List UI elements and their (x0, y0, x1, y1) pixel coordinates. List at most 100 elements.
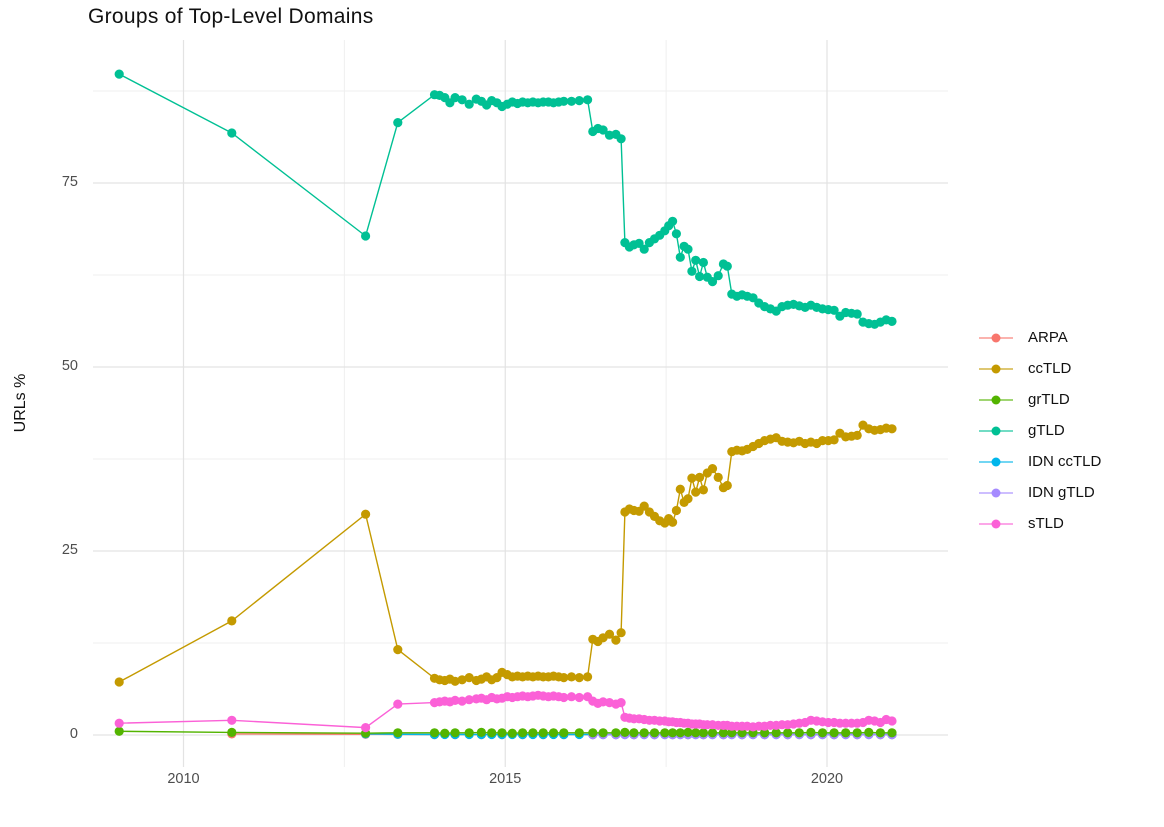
legend-key-icon (979, 519, 1013, 528)
data-point (841, 728, 851, 738)
data-point (698, 257, 709, 268)
data-point (852, 309, 862, 319)
legend-item-idn-cctld: IDN ccTLD (978, 446, 1101, 477)
x-tick-label: 2015 (489, 771, 522, 787)
data-point (671, 505, 682, 516)
data-point (713, 472, 723, 482)
data-point (852, 430, 862, 440)
data-point (675, 728, 685, 738)
y-tick-label: 25 (61, 542, 78, 558)
data-point (566, 672, 577, 682)
data-point (559, 673, 569, 683)
data-point (698, 485, 709, 495)
data-point (507, 728, 517, 738)
legend-key-icon (979, 364, 1013, 373)
data-point (457, 696, 467, 706)
data-point (691, 728, 701, 738)
x-tick-label: 2010 (167, 771, 200, 787)
data-point (227, 616, 237, 626)
data-point (639, 501, 649, 511)
data-point (497, 728, 507, 738)
data-point (114, 718, 124, 728)
data-point (464, 728, 474, 738)
data-point (616, 698, 626, 708)
data-point (737, 728, 747, 738)
data-point (695, 271, 705, 282)
data-point (114, 69, 124, 79)
legend-label: sTLD (1028, 515, 1064, 532)
data-point (574, 96, 584, 106)
data-point (361, 723, 371, 733)
data-point (616, 628, 626, 638)
data-point (114, 726, 124, 736)
data-point (538, 728, 548, 738)
data-point (875, 728, 886, 738)
data-point (574, 692, 584, 703)
data-point (722, 480, 732, 491)
data-point (675, 252, 685, 262)
legend-item-grtld: grTLD (978, 384, 1101, 415)
legend-item-gtld: gTLD (978, 415, 1101, 446)
data-point (698, 728, 709, 738)
data-point (464, 99, 474, 109)
data-point (829, 435, 839, 445)
data-point (457, 95, 467, 105)
data-point (649, 728, 660, 738)
data-point (783, 728, 793, 738)
legend-key-icon (979, 488, 1013, 497)
legend-key-icon (979, 426, 1013, 435)
data-point (114, 677, 124, 687)
chart-title: Groups of Top-Level Domains (88, 5, 374, 28)
data-point (668, 216, 678, 226)
data-point (887, 424, 897, 434)
data-point (518, 728, 528, 738)
data-point (361, 509, 371, 519)
data-point (707, 277, 718, 287)
data-point (707, 728, 718, 738)
legend-key-icon (979, 457, 1013, 466)
data-point (450, 93, 460, 103)
legend-key-icon (979, 395, 1013, 404)
data-point (683, 244, 693, 254)
data-point (457, 675, 467, 685)
data-point (687, 473, 697, 483)
data-point (487, 728, 497, 738)
data-point (829, 728, 839, 738)
data-point (588, 728, 598, 738)
data-point (639, 244, 649, 254)
y-tick-label: 0 (69, 726, 78, 742)
y-tick-label: 50 (61, 358, 78, 374)
data-point (771, 728, 781, 738)
data-point (476, 727, 486, 738)
data-point (671, 229, 682, 239)
legend-label: ccTLD (1028, 360, 1072, 377)
data-point (393, 645, 403, 655)
data-point (574, 728, 584, 738)
data-point (227, 715, 237, 725)
data-point (604, 629, 615, 639)
data-point (393, 699, 403, 709)
data-point (660, 728, 670, 738)
data-point (548, 728, 559, 738)
data-point (393, 728, 403, 738)
data-point (440, 728, 450, 738)
data-point (794, 728, 804, 738)
data-point (464, 673, 474, 683)
legend-item-arpa: ARPA (978, 322, 1101, 353)
legend-key-icon (979, 333, 1013, 342)
data-point (887, 316, 897, 326)
data-point (227, 727, 237, 738)
series-cctld (114, 420, 897, 687)
data-point (528, 728, 538, 738)
data-point (718, 728, 729, 738)
data-point (574, 673, 584, 683)
legend-label: gTLD (1028, 422, 1065, 439)
series-gtld (114, 69, 897, 329)
data-point (393, 118, 403, 128)
data-point (450, 676, 460, 686)
data-point (675, 484, 685, 494)
data-point (722, 261, 732, 271)
data-point (687, 266, 697, 276)
